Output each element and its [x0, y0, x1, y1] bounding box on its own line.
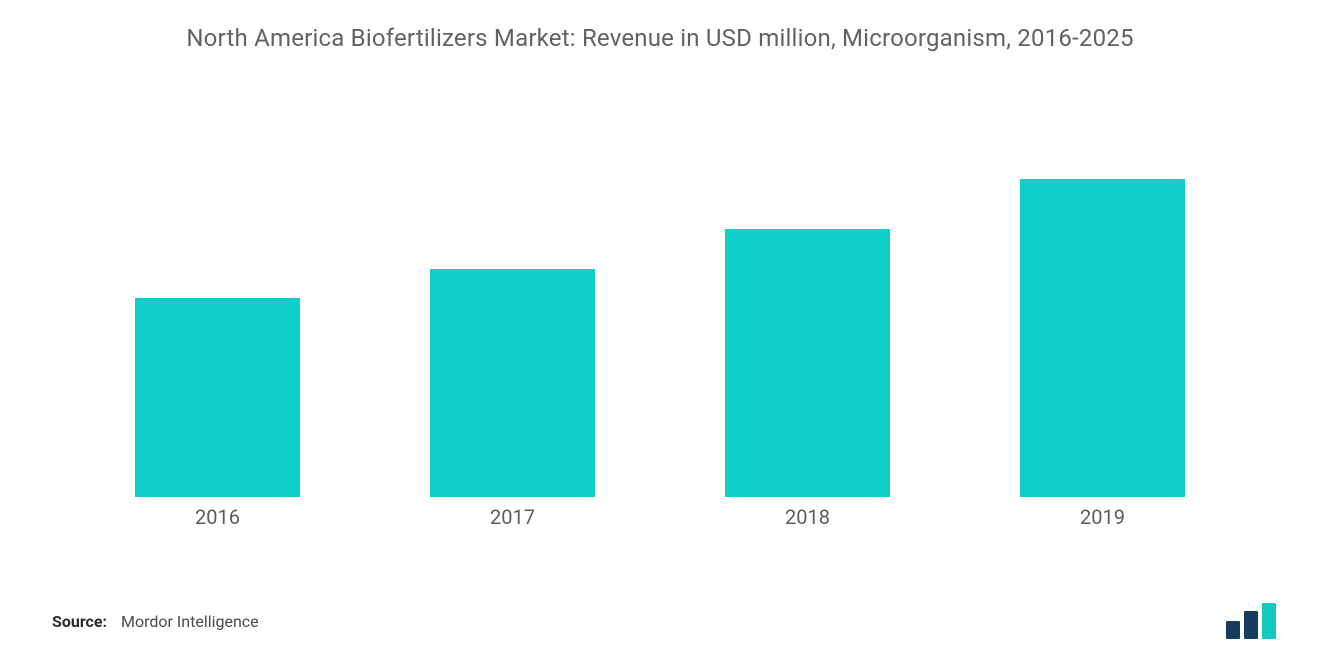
chart-title: North America Biofertilizers Market: Rev… — [52, 24, 1268, 52]
chart-container: North America Biofertilizers Market: Rev… — [0, 0, 1320, 665]
x-axis-labels: 2016201720182019 — [52, 497, 1268, 535]
brand-logo-icon — [1224, 603, 1280, 639]
bar — [1020, 179, 1185, 497]
source-attribution: Source: Mordor Intelligence — [52, 612, 259, 631]
bars-group — [52, 80, 1268, 497]
source-value: Mordor Intelligence — [121, 612, 259, 631]
bar — [430, 269, 595, 497]
plot-area: 2016201720182019 — [52, 80, 1268, 535]
x-axis-label: 2018 — [660, 497, 955, 535]
source-label: Source: — [52, 612, 107, 631]
x-axis-label: 2017 — [365, 497, 660, 535]
bar-slot — [365, 80, 660, 497]
x-axis-label: 2016 — [70, 497, 365, 535]
bar-slot — [70, 80, 365, 497]
bar — [725, 229, 890, 497]
bar — [135, 298, 300, 497]
bar-slot — [660, 80, 955, 497]
x-axis-label: 2019 — [955, 497, 1250, 535]
bar-slot — [955, 80, 1250, 497]
